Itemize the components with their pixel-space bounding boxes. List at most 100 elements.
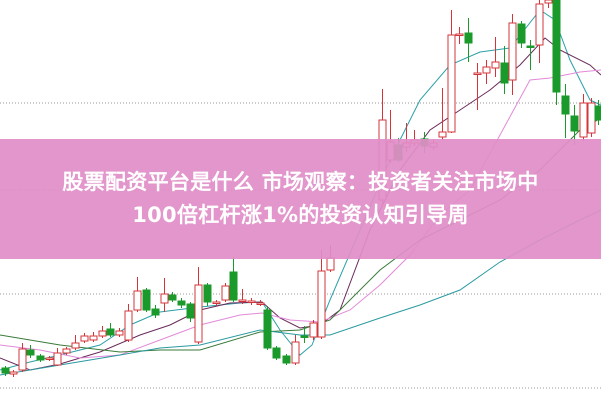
candle-body bbox=[247, 300, 256, 303]
candle bbox=[221, 283, 230, 302]
candle bbox=[142, 288, 151, 312]
candle-body bbox=[106, 328, 115, 336]
candle-body bbox=[447, 34, 456, 133]
candle bbox=[168, 292, 177, 302]
candle-body bbox=[186, 303, 195, 319]
candle bbox=[45, 356, 54, 361]
candle-body bbox=[272, 347, 281, 359]
candle bbox=[500, 46, 509, 94]
candle bbox=[89, 332, 98, 342]
candle bbox=[133, 277, 142, 312]
candle-body bbox=[194, 284, 203, 343]
candle bbox=[71, 335, 80, 350]
candle-body bbox=[561, 95, 570, 115]
candle bbox=[238, 289, 247, 304]
candle-body bbox=[455, 33, 464, 36]
candle-body bbox=[587, 102, 596, 134]
candle-body bbox=[9, 371, 18, 375]
candle-body bbox=[80, 335, 89, 342]
candle-body bbox=[552, 0, 561, 93]
candle bbox=[526, 40, 535, 70]
candle bbox=[517, 21, 526, 48]
candle-body bbox=[309, 322, 318, 338]
candle bbox=[272, 346, 281, 360]
candle bbox=[291, 335, 300, 365]
candle bbox=[544, 0, 553, 8]
candle bbox=[263, 306, 272, 350]
candle-body bbox=[579, 102, 588, 138]
candle-body bbox=[1, 367, 10, 374]
candle bbox=[300, 326, 309, 343]
candle-body bbox=[594, 105, 601, 121]
candle-body bbox=[291, 341, 300, 364]
candle-body bbox=[212, 301, 221, 304]
candle-body bbox=[115, 330, 124, 336]
candle bbox=[491, 37, 500, 77]
candle bbox=[26, 345, 35, 358]
candle-body bbox=[544, 0, 553, 4]
candle-body bbox=[517, 23, 526, 44]
candle-body bbox=[18, 348, 27, 371]
candle bbox=[1, 366, 10, 376]
candle-body bbox=[570, 115, 579, 132]
candle-body bbox=[62, 348, 71, 354]
candle bbox=[570, 105, 579, 145]
candle-body bbox=[151, 308, 160, 316]
candle-body bbox=[71, 342, 80, 349]
candle bbox=[587, 98, 596, 137]
candle bbox=[561, 84, 570, 138]
candle-body bbox=[473, 72, 482, 75]
candle bbox=[115, 328, 124, 337]
candle bbox=[464, 18, 473, 62]
candle bbox=[124, 304, 133, 342]
candle bbox=[552, 0, 561, 105]
candle bbox=[80, 333, 89, 343]
candle bbox=[62, 347, 71, 355]
candle bbox=[36, 354, 45, 362]
candle-body bbox=[300, 335, 309, 338]
candle-body bbox=[256, 302, 265, 305]
candle-body bbox=[221, 285, 230, 301]
candle-body bbox=[491, 61, 500, 69]
candle bbox=[455, 27, 464, 44]
candle-body bbox=[238, 299, 247, 302]
candle-body bbox=[500, 62, 509, 84]
candle-body bbox=[36, 355, 45, 361]
candle bbox=[203, 283, 212, 306]
candle-body bbox=[482, 66, 491, 74]
candle bbox=[106, 323, 115, 337]
candle-body bbox=[508, 22, 517, 81]
candle-body bbox=[464, 32, 473, 44]
candle-body bbox=[535, 3, 544, 46]
candle bbox=[473, 63, 482, 110]
candle-body bbox=[124, 310, 133, 341]
candle bbox=[151, 305, 160, 318]
candle-body bbox=[26, 349, 35, 356]
candle-body bbox=[133, 290, 142, 311]
candle bbox=[482, 60, 491, 84]
candle bbox=[317, 250, 326, 339]
candle bbox=[309, 320, 318, 340]
candle bbox=[212, 300, 221, 306]
candle bbox=[177, 298, 186, 308]
title-banner: 股票配资平台是什么 市场观察：投资者关注市场中 100倍杠杆涨1%的投资认知引导… bbox=[0, 139, 601, 259]
candle-body bbox=[53, 352, 62, 366]
title-line-2: 100倍杠杆涨1%的投资认知引导周 bbox=[132, 203, 469, 227]
candle-body bbox=[317, 270, 326, 338]
moving-average-line bbox=[0, 69, 601, 359]
candle bbox=[229, 257, 238, 302]
candle-body bbox=[526, 45, 535, 48]
candle-body bbox=[263, 309, 272, 349]
candle bbox=[447, 10, 456, 133]
candle bbox=[186, 302, 195, 322]
candle-body bbox=[229, 271, 238, 301]
candle bbox=[438, 88, 447, 140]
candle-body bbox=[326, 257, 335, 271]
candle bbox=[53, 348, 62, 366]
title-line-1: 股票配资平台是什么 市场观察：投资者关注市场中 bbox=[62, 170, 539, 194]
candle bbox=[594, 100, 601, 125]
candle-body bbox=[89, 335, 98, 341]
candle bbox=[18, 343, 27, 372]
candle bbox=[508, 14, 517, 95]
